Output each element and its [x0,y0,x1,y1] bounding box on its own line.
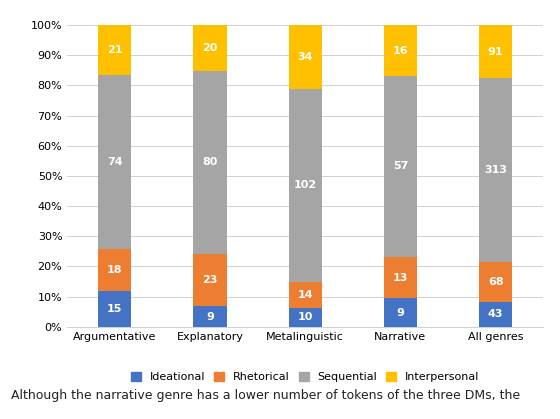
Bar [384,298,417,327]
Text: 74: 74 [107,157,123,167]
Bar [193,306,227,327]
Bar [98,292,132,327]
Text: 9: 9 [206,312,214,321]
Text: 313: 313 [484,165,507,175]
Bar [384,25,417,76]
Bar [479,262,512,302]
Bar [288,89,322,282]
Bar [288,308,322,327]
Text: 23: 23 [202,275,218,285]
Text: 10: 10 [297,313,313,322]
Text: 102: 102 [293,181,317,190]
Text: 80: 80 [202,157,218,167]
Bar [98,75,132,249]
Text: 18: 18 [107,265,123,275]
Bar [193,253,227,306]
Text: 20: 20 [202,43,218,53]
Bar [288,282,322,308]
Text: 15: 15 [107,304,123,314]
Bar [479,302,512,327]
Bar [479,78,512,262]
Bar [193,25,227,71]
Text: 43: 43 [488,309,503,319]
Text: 57: 57 [393,161,408,171]
Bar [479,25,512,78]
Bar [384,257,417,298]
Text: 68: 68 [488,277,503,287]
Bar [193,71,227,253]
Bar [98,25,132,75]
Text: 34: 34 [297,52,313,62]
Text: Although the narrative genre has a lower number of tokens of the three DMs, the: Although the narrative genre has a lower… [11,389,520,402]
Text: 9: 9 [396,308,404,318]
Text: 21: 21 [107,45,123,55]
Text: 91: 91 [488,47,503,57]
Text: 14: 14 [297,290,313,300]
Bar [288,25,322,89]
Text: 16: 16 [393,46,408,56]
Bar [384,76,417,257]
Bar [98,249,132,292]
Legend: Ideational, Rhetorical, Sequential, Interpersonal: Ideational, Rhetorical, Sequential, Inte… [131,372,479,382]
Text: 13: 13 [393,273,408,282]
